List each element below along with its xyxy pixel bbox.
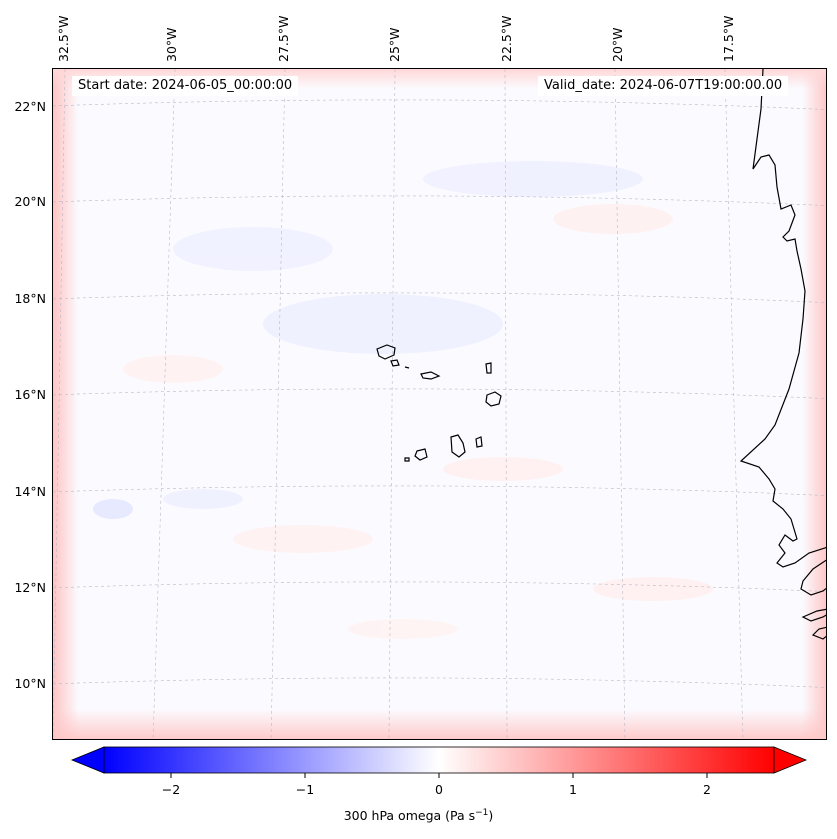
island-maio — [475, 436, 483, 448]
colorbar-tick-neg2: −2 — [161, 782, 181, 797]
colorbar-label-end: ) — [488, 808, 494, 824]
map-canvas — [53, 69, 826, 739]
colorbar-min-extend — [70, 746, 105, 774]
colorbar-tick-0: 0 — [435, 782, 443, 797]
island-santo-antao — [376, 344, 396, 360]
colorbar-tick-2: 2 — [703, 782, 711, 797]
colorbar-tick-marks — [170, 773, 708, 778]
map-panel[interactable] — [52, 68, 827, 740]
lon-label-20w: 20°W — [610, 27, 625, 62]
omega-field-blobs — [93, 161, 713, 639]
lon-label-25w: 25°W — [387, 27, 402, 62]
colorbar-tick-neg1: −1 — [295, 782, 315, 797]
colorbar-body — [103, 746, 775, 774]
island-fogo — [414, 448, 428, 461]
island-sal — [485, 362, 492, 374]
edge-right — [802, 69, 826, 739]
colorbar-label-main: 300 hPa omega (Pa s — [343, 808, 476, 824]
edge-bottom — [53, 709, 826, 739]
colorbar-label-sup: −1 — [475, 808, 489, 818]
valid-date-label: Valid_date: 2024-06-07T19:00:00.00 — [538, 76, 789, 96]
lat-label-16n: 16°N — [14, 387, 46, 402]
colorbar-max-extend — [773, 746, 808, 774]
island-santiago — [450, 434, 466, 458]
edge-left — [53, 69, 79, 739]
island-boa-vista — [485, 391, 502, 407]
lat-label-14n: 14°N — [14, 484, 46, 499]
cape-verde-islands — [376, 344, 502, 462]
lat-label-22n: 22°N — [14, 99, 46, 114]
african-coastline — [739, 69, 826, 640]
lon-label-30w: 30°W — [164, 27, 179, 62]
island-santa-luzia — [404, 366, 410, 369]
island-brava — [404, 457, 410, 462]
colorbar-tick-1: 1 — [569, 782, 577, 797]
lon-label-27-5w: 27.5°W — [276, 15, 291, 62]
lon-label-22-5w: 22.5°W — [499, 15, 514, 62]
graticule — [53, 69, 826, 739]
lon-label-32-5w: 32.5°W — [56, 15, 71, 62]
lat-label-20n: 20°N — [14, 194, 46, 209]
lat-label-12n: 12°N — [14, 580, 46, 595]
colorbar — [70, 746, 808, 778]
lat-label-10n: 10°N — [14, 676, 46, 691]
colorbar-label: 300 hPa omega (Pa s−1) — [0, 808, 837, 823]
island-sao-nicolau — [420, 371, 441, 380]
lat-label-18n: 18°N — [14, 291, 46, 306]
lon-label-17-5w: 17.5°W — [721, 15, 736, 62]
start-date-label: Start date: 2024-06-05_00:00:00 — [72, 76, 299, 96]
island-sao-vicente — [390, 359, 400, 367]
